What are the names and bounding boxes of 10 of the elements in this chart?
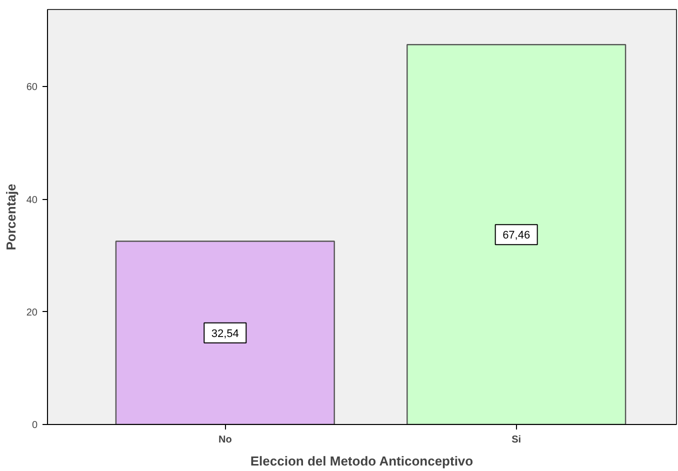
y-tick-label: 20	[26, 307, 38, 318]
x-tick-label: No	[218, 434, 232, 446]
data-label: 32,54	[211, 328, 239, 340]
data-label: 67,46	[502, 230, 530, 242]
x-tick-label: Si	[512, 434, 522, 446]
y-tick-label: 0	[32, 420, 38, 431]
y-tick-label: 60	[26, 82, 38, 94]
y-axis-title: Porcentaje	[3, 184, 18, 250]
y-tick-label: 40	[26, 194, 38, 206]
x-axis-title: Eleccion del Metodo Anticonceptivo	[250, 454, 474, 468]
